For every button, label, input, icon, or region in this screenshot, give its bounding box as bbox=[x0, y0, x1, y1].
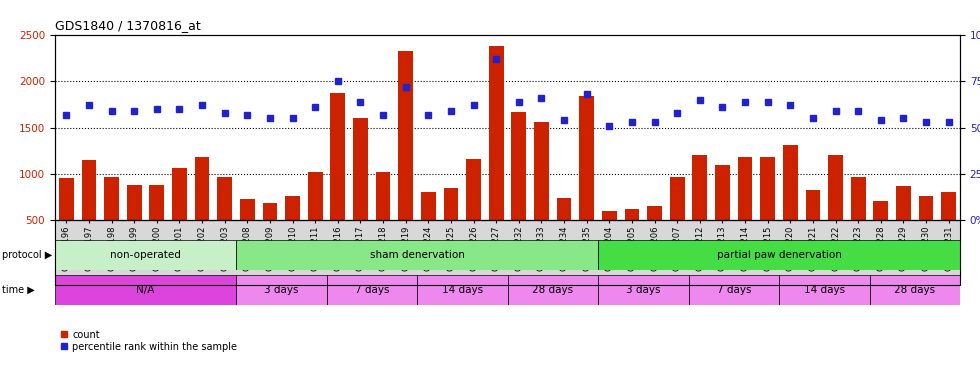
Bar bbox=[534, 122, 549, 266]
Bar bbox=[172, 168, 187, 266]
Bar bbox=[918, 196, 933, 266]
Bar bbox=[285, 196, 300, 266]
Text: non-operated: non-operated bbox=[110, 250, 181, 260]
Bar bbox=[308, 172, 322, 266]
Legend: count, percentile rank within the sample: count, percentile rank within the sample bbox=[60, 330, 237, 352]
Bar bbox=[240, 199, 255, 266]
Bar bbox=[421, 192, 436, 266]
Bar bbox=[557, 198, 571, 266]
Bar bbox=[55, 240, 236, 270]
Text: partial paw denervation: partial paw denervation bbox=[716, 250, 842, 260]
Bar bbox=[783, 145, 798, 266]
Bar bbox=[104, 177, 119, 266]
Bar bbox=[715, 165, 730, 266]
Bar bbox=[218, 177, 232, 266]
Bar bbox=[579, 96, 594, 266]
Bar bbox=[598, 240, 960, 270]
Bar bbox=[738, 157, 753, 266]
Bar bbox=[398, 51, 413, 266]
Text: 28 days: 28 days bbox=[894, 285, 935, 295]
Bar bbox=[81, 160, 96, 266]
Bar bbox=[489, 46, 504, 266]
Bar bbox=[873, 201, 888, 266]
Bar bbox=[417, 275, 508, 305]
Text: sham denervation: sham denervation bbox=[369, 250, 465, 260]
Bar bbox=[236, 275, 326, 305]
Bar bbox=[760, 157, 775, 266]
Bar bbox=[330, 93, 345, 266]
Text: 3 days: 3 days bbox=[626, 285, 661, 295]
Text: 7 days: 7 days bbox=[716, 285, 751, 295]
Text: time ▶: time ▶ bbox=[2, 285, 34, 295]
Bar bbox=[150, 185, 165, 266]
Bar bbox=[670, 177, 685, 266]
Bar bbox=[624, 209, 639, 266]
Bar bbox=[195, 157, 210, 266]
Text: 28 days: 28 days bbox=[532, 285, 573, 295]
Text: 7 days: 7 days bbox=[355, 285, 389, 295]
Bar bbox=[942, 192, 956, 266]
Bar bbox=[851, 177, 865, 266]
Bar bbox=[353, 118, 368, 266]
Text: 14 days: 14 days bbox=[804, 285, 845, 295]
Text: N/A: N/A bbox=[136, 285, 155, 295]
Bar bbox=[126, 185, 141, 266]
Bar bbox=[236, 240, 598, 270]
Bar bbox=[375, 172, 390, 266]
Bar bbox=[444, 188, 459, 266]
Bar bbox=[326, 275, 417, 305]
Bar bbox=[693, 155, 708, 266]
Bar bbox=[806, 190, 820, 266]
Text: protocol ▶: protocol ▶ bbox=[2, 250, 52, 260]
Bar bbox=[508, 275, 598, 305]
Text: GDS1840 / 1370816_at: GDS1840 / 1370816_at bbox=[55, 20, 201, 33]
Bar bbox=[689, 275, 779, 305]
Text: 3 days: 3 days bbox=[264, 285, 299, 295]
Bar bbox=[512, 112, 526, 266]
Bar bbox=[466, 159, 481, 266]
Bar bbox=[869, 275, 960, 305]
Bar bbox=[59, 178, 74, 266]
Bar bbox=[896, 186, 910, 266]
Bar bbox=[828, 155, 843, 266]
Bar bbox=[647, 206, 662, 266]
Bar bbox=[602, 211, 616, 266]
Bar bbox=[598, 275, 689, 305]
Text: 14 days: 14 days bbox=[442, 285, 483, 295]
Bar bbox=[263, 203, 277, 266]
Bar bbox=[779, 275, 869, 305]
Bar bbox=[55, 275, 236, 305]
